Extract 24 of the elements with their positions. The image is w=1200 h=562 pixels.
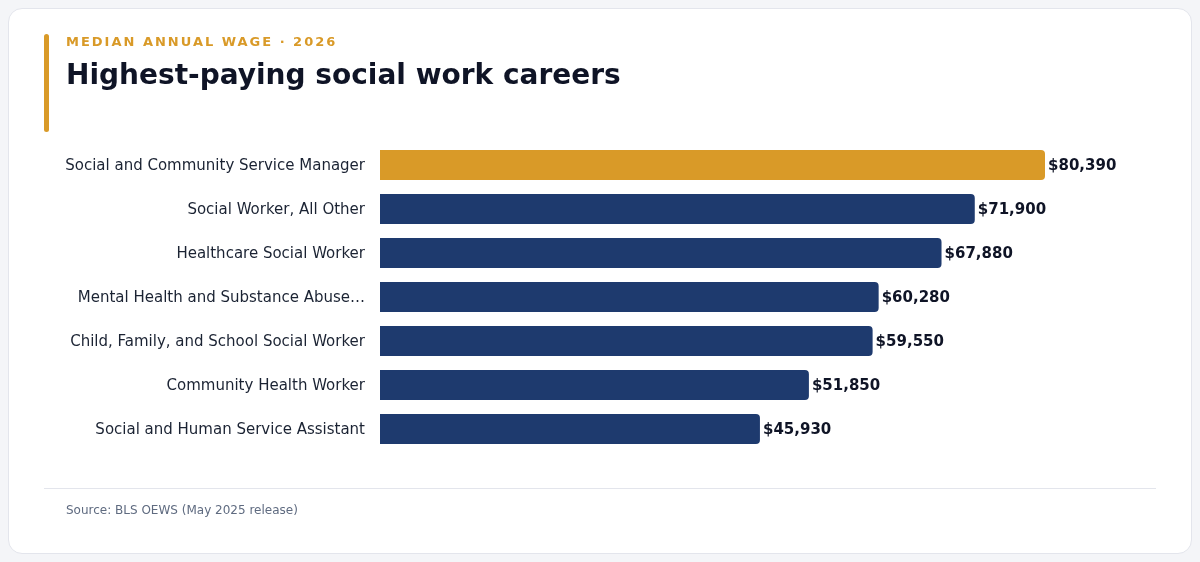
data-label: $60,280 — [881, 288, 950, 306]
y-tick-label: Community Health Worker — [166, 376, 366, 395]
data-label: $51,850 — [811, 376, 881, 394]
y-tick-label: Social and Human Service Assistant — [95, 420, 366, 439]
y-tick-label: Child, Family, and School Social Worker — [70, 332, 366, 351]
bar — [380, 326, 873, 356]
data-label: $80,390 — [1048, 156, 1117, 174]
bar — [380, 282, 879, 312]
data-label: $71,900 — [977, 200, 1047, 218]
bar — [380, 238, 942, 268]
y-tick-label: Social and Community Service Manager — [65, 156, 366, 175]
data-label: $45,930 — [762, 420, 832, 438]
bar — [380, 194, 975, 224]
data-label: $59,550 — [875, 332, 944, 350]
bar — [380, 370, 809, 400]
source-note: Source: BLS OEWS (May 2025 release) — [66, 503, 298, 517]
data-label: $67,880 — [944, 244, 1013, 262]
chart-title: Highest-paying social work careers — [66, 58, 621, 91]
y-tick-label: Healthcare Social Worker — [176, 244, 366, 263]
y-tick-label: Social Worker, All Other — [187, 200, 366, 219]
bar — [380, 414, 760, 444]
bar — [380, 150, 1045, 180]
y-tick-label: Mental Health and Substance Abuse… — [77, 288, 365, 307]
text: MEDIAN ANNUAL WAGE · 2026 — [66, 34, 338, 49]
